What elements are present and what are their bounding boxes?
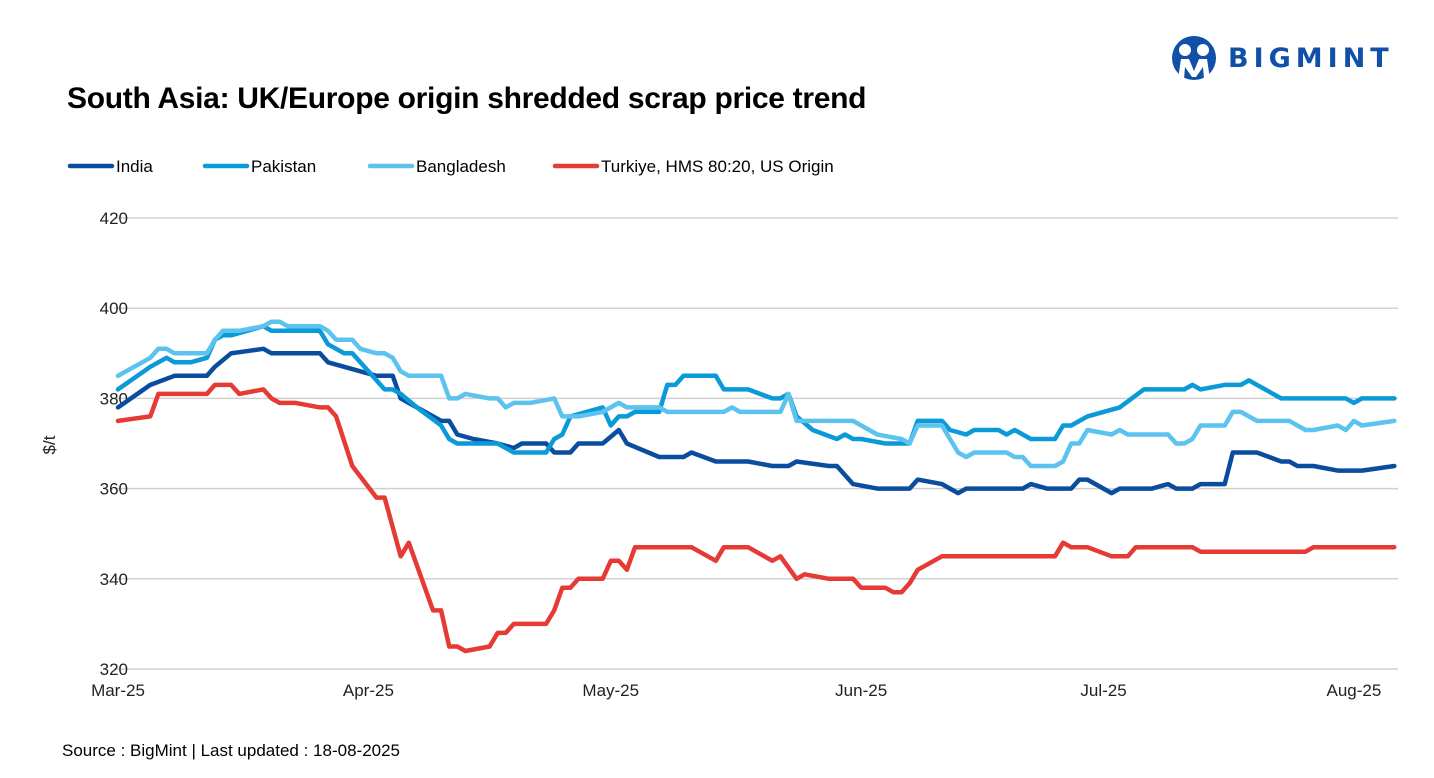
y-tick-label: 420 <box>100 209 128 228</box>
legend-label: Bangladesh <box>416 157 506 176</box>
gridlines <box>114 217 1398 670</box>
legend-item: Turkiye, HMS 80:20, US Origin <box>552 157 834 176</box>
x-tick-label: Jun-25 <box>835 681 887 700</box>
y-tick-label: 340 <box>100 570 128 589</box>
x-tick-label: Apr-25 <box>343 681 394 700</box>
legend-item: India <box>67 157 153 176</box>
x-tick-label: May-25 <box>582 681 639 700</box>
series-line-bangladesh <box>115 319 1397 469</box>
x-axis-ticks: Mar-25 Apr-25 May-25 Jun-25 Jul-25 Aug-25 <box>91 681 1381 700</box>
x-tick-label: Mar-25 <box>91 681 145 700</box>
series-line-pakistan <box>115 323 1397 455</box>
series-line-india <box>115 346 1397 496</box>
y-tick-label: 400 <box>100 299 128 318</box>
legend-label: Pakistan <box>251 157 316 176</box>
source-note: Source : BigMint | Last updated : 18-08-… <box>62 741 401 760</box>
legend-label: India <box>116 157 153 176</box>
x-tick-label: Jul-25 <box>1080 681 1126 700</box>
series-line-turkiye <box>115 382 1397 654</box>
y-tick-label: 320 <box>100 660 128 679</box>
y-axis-label: $/t <box>40 435 59 454</box>
legend-item: Pakistan <box>202 157 316 176</box>
legend: India Pakistan Bangladesh Turkiye, HMS 80:2… <box>67 157 834 176</box>
legend-label: Turkiye, HMS 80:20, US Origin <box>601 157 834 176</box>
y-tick-label: 360 <box>100 480 128 499</box>
bigmint-logo: BIGMINT <box>1170 36 1394 80</box>
legend-item: Bangladesh <box>367 157 506 176</box>
series-lines <box>115 319 1397 654</box>
bigmint-logo-icon <box>1172 36 1216 80</box>
chart-title: South Asia: UK/Europe origin shredded sc… <box>67 82 867 115</box>
logo-text: BIGMINT <box>1228 42 1394 74</box>
x-tick-label: Aug-25 <box>1327 681 1382 700</box>
